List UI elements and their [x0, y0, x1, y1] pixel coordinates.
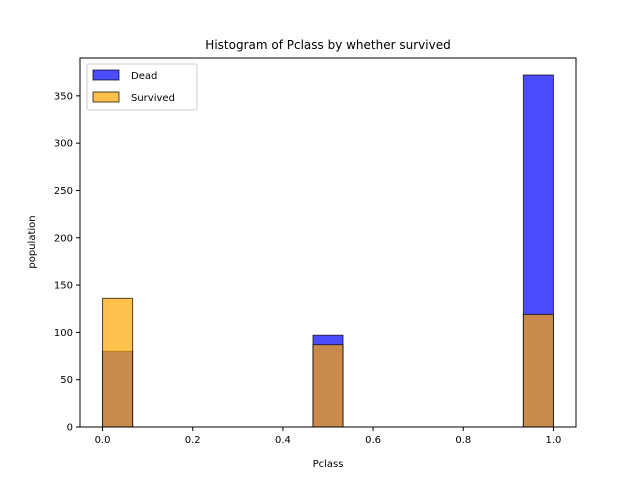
x-tick-label: 1.0: [546, 435, 562, 446]
y-tick-label: 0: [67, 423, 73, 434]
y-tick-label: 50: [60, 375, 73, 386]
legend-swatch-dead: [92, 69, 120, 81]
bar-survived-1: [312, 344, 344, 428]
x-tick-label: 0.4: [275, 435, 291, 446]
legend-label-survived: Survived: [131, 93, 175, 104]
x-tick-label: 0.0: [95, 435, 111, 446]
bar-survived-0: [102, 297, 134, 428]
x-tick-label: 0.2: [185, 435, 201, 446]
x-axis-title: Pclass: [313, 459, 344, 470]
x-tick-label: 0.6: [365, 435, 381, 446]
bar-survived-2: [522, 313, 554, 428]
x-tick-label: 0.8: [455, 435, 471, 446]
legend-swatch-survived: [92, 91, 120, 103]
y-tick-label: 250: [54, 186, 73, 197]
y-axis-title: population: [27, 215, 38, 268]
legend-label-dead: Dead: [131, 71, 157, 82]
legend: Dead Survived: [86, 63, 198, 111]
y-tick-label: 350: [54, 91, 73, 102]
x-axis: 0.0 0.2 0.4 0.6 0.8 1.0: [95, 427, 562, 446]
y-axis: 0 50 100 150 200 250 300 350: [54, 91, 80, 434]
y-tick-label: 100: [54, 328, 73, 339]
y-tick-label: 200: [54, 233, 73, 244]
y-tick-label: 300: [54, 139, 73, 150]
y-tick-label: 150: [54, 281, 73, 292]
bars-group: [102, 74, 554, 428]
axes-frame: [79, 57, 577, 428]
chart-title: Histogram of Pclass by whether survived: [205, 38, 450, 52]
